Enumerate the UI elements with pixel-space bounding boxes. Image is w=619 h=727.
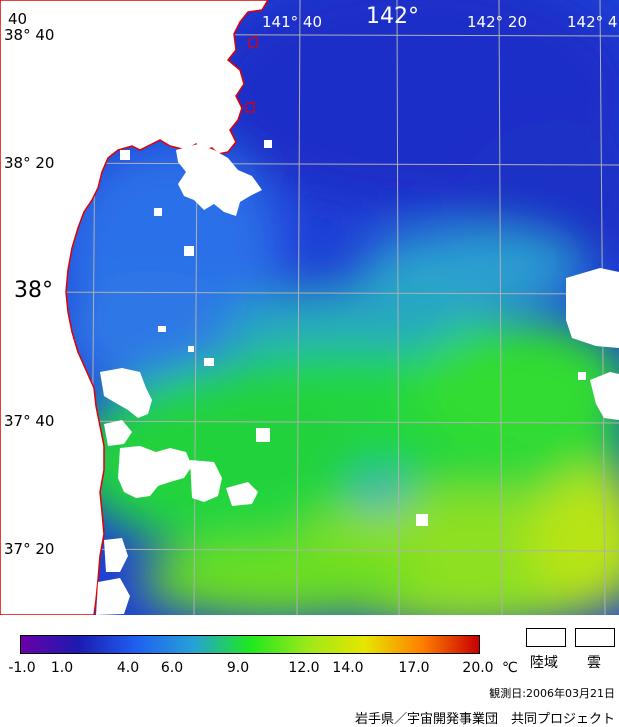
longitude-label-142-40: 142° 4 bbox=[567, 13, 618, 31]
longitude-label-141-40: 141° 40 bbox=[262, 13, 322, 31]
scale-tick-label: 20.0 bbox=[462, 660, 494, 676]
scale-tick-label: -1.0 bbox=[8, 660, 36, 676]
latitude-label-38-20: 38° 20 bbox=[4, 154, 55, 172]
longitude-label-142-20: 142° 20 bbox=[467, 13, 527, 31]
latitude-label-37-40: 37° 40 bbox=[4, 412, 55, 430]
scale-tick-label: 14.0 bbox=[332, 660, 364, 676]
credit-text: 岩手県／宇宙開発事業団 共同プロジェクト bbox=[354, 712, 615, 727]
corner-label: 40 bbox=[8, 10, 28, 28]
land-legend-label: 陸域 bbox=[530, 655, 558, 671]
cloud-areas bbox=[96, 140, 619, 615]
scale-tick-label: 6.0 bbox=[160, 660, 184, 676]
temperature-unit: ℃ bbox=[502, 660, 518, 676]
sea-temperature-map bbox=[0, 0, 619, 615]
land-swatch bbox=[526, 628, 566, 647]
scale-tick-label: 4.0 bbox=[116, 660, 140, 676]
longitude-label-142: 142° bbox=[366, 4, 419, 29]
observation-date: 観測日:2006年03月21日 bbox=[489, 687, 615, 700]
latitude-label-38-40: 38° 40 bbox=[4, 26, 55, 44]
cloud-legend-label: 雲 bbox=[587, 655, 601, 671]
temperature-color-scale bbox=[20, 635, 480, 654]
longitude-label-141: 141° bbox=[66, 4, 119, 29]
longitude-label-141-20: 141° 20 bbox=[165, 13, 225, 31]
land-area bbox=[0, 0, 269, 615]
scale-tick-label: 9.0 bbox=[226, 660, 250, 676]
scale-tick-label: 17.0 bbox=[398, 660, 430, 676]
latitude-label-37-20: 37° 20 bbox=[4, 540, 55, 558]
scale-tick-label: 1.0 bbox=[50, 660, 74, 676]
cloud-swatch bbox=[575, 628, 615, 647]
scale-tick-label: 12.0 bbox=[288, 660, 320, 676]
latitude-label-38: 38° bbox=[14, 278, 53, 303]
